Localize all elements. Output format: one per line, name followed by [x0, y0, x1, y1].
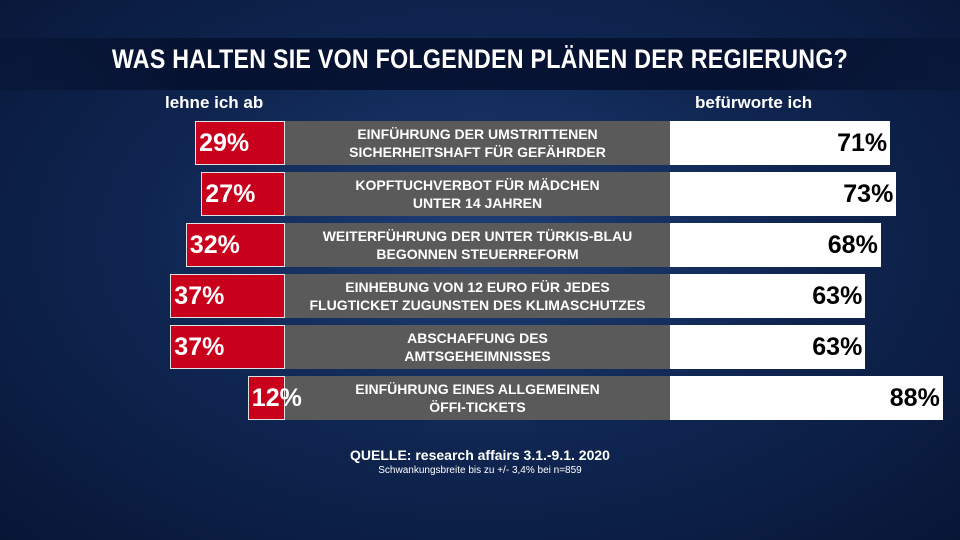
category-label: ABSCHAFFUNG DES AMTSGEHEIMNISSES: [285, 325, 670, 369]
value-label: 63%: [812, 282, 863, 310]
category-label: WEITERFÜHRUNG DER UNTER TÜRKIS-BLAU BEGO…: [285, 223, 670, 267]
value-label: 27%: [205, 180, 256, 208]
value-label: 29%: [199, 129, 250, 157]
value-label: 63%: [812, 333, 863, 361]
value-label: 68%: [827, 231, 878, 259]
title-band: [0, 38, 960, 90]
value-label: 37%: [174, 333, 225, 361]
bar-approve: [670, 325, 866, 369]
bar-approve: [670, 121, 891, 165]
bar-approve: [670, 274, 866, 318]
category-label: EINFÜHRUNG EINES ALLGEMEINEN ÖFFI-TICKET…: [285, 376, 670, 420]
bar-approve: [670, 376, 943, 420]
bar-reject: [170, 325, 285, 369]
bar-reject: [185, 223, 285, 267]
value-label: 12%: [251, 384, 302, 412]
category-label: EINHEBUNG VON 12 EURO FÜR JEDES FLUGTICK…: [285, 274, 670, 318]
value-label: 71%: [837, 129, 888, 157]
bar-reject: [247, 376, 285, 420]
value-label: 73%: [843, 180, 894, 208]
bar-reject: [195, 121, 285, 165]
category-label: EINFÜHRUNG DER UMSTRITTENEN SICHERHEITSH…: [285, 121, 670, 165]
source: QUELLE: research affairs 3.1.-9.1. 2020: [350, 447, 610, 463]
bar-reject: [170, 274, 285, 318]
bar-approve: [670, 223, 881, 267]
value-label: 88%: [889, 384, 940, 412]
legend-right: befürworte ich: [695, 93, 813, 112]
note: Schwankungsbreite bis zu +/- 3,4% bei n=…: [378, 465, 582, 476]
value-label: 37%: [174, 282, 225, 310]
value-label: 32%: [189, 231, 240, 259]
bar-reject: [201, 172, 285, 216]
category-label: KOPFTUCHVERBOT FÜR MÄDCHEN UNTER 14 JAHR…: [285, 172, 670, 216]
bar-approve: [670, 172, 897, 216]
chart-title: WAS HALTEN SIE VON FOLGENDEN PLÄNEN DER …: [111, 44, 849, 74]
legend-left: lehne ich ab: [165, 93, 264, 112]
